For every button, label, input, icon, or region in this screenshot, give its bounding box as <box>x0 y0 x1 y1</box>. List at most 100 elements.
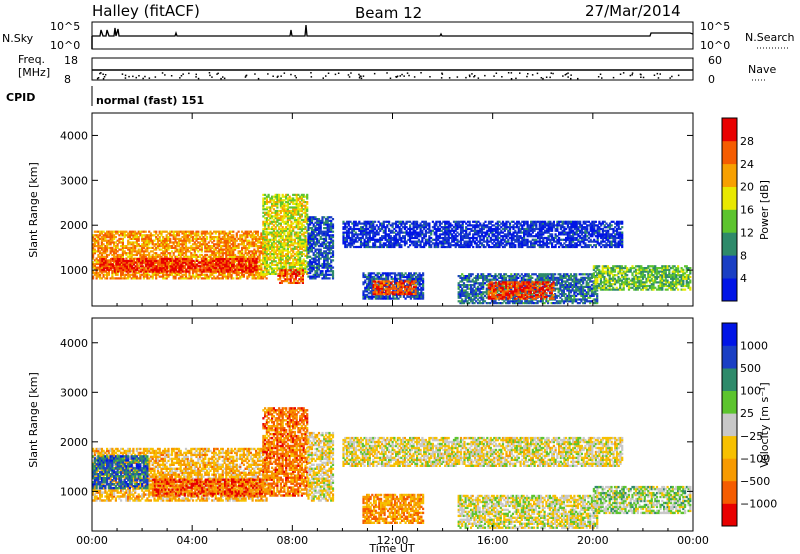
heatmap-cell <box>183 255 186 258</box>
heatmap-cell <box>184 236 188 239</box>
heatmap-cell <box>137 232 140 235</box>
heatmap-cell <box>137 277 140 280</box>
heatmap-cell <box>92 261 95 264</box>
heatmap-cell <box>114 252 117 255</box>
heatmap-cell <box>128 275 131 278</box>
heatmap-cell <box>97 253 100 257</box>
heatmap-cell <box>149 241 152 244</box>
heatmap-cell <box>100 232 103 235</box>
heatmap-cell <box>92 253 95 257</box>
heatmap-cell <box>142 234 145 237</box>
heatmap-cell <box>92 252 95 255</box>
heatmap-cell <box>184 241 188 244</box>
heatmap-cell <box>172 230 175 233</box>
heatmap-cell <box>181 241 184 244</box>
heatmap-cell <box>100 245 103 248</box>
heatmap-cell <box>167 239 170 242</box>
heatmap-cell <box>149 239 152 242</box>
heatmap-cell <box>99 255 102 258</box>
heatmap-cell <box>121 273 124 276</box>
heatmap-cell <box>184 243 188 246</box>
heatmap-cell <box>331 266 335 269</box>
heatmap-cell <box>127 275 130 278</box>
heatmap-cell <box>95 239 98 242</box>
heatmap-cell <box>181 236 184 239</box>
heatmap-cell <box>95 271 98 275</box>
heatmap-cell <box>137 239 140 242</box>
heatmap-cell <box>170 245 174 248</box>
heatmap-cell <box>114 255 117 258</box>
heatmap-cell <box>256 230 259 233</box>
nsearch-label: N.Search <box>745 31 795 44</box>
heatmap-cell <box>141 253 144 257</box>
heatmap-cell <box>232 277 235 280</box>
heatmap-cell <box>176 237 179 240</box>
heatmap-cell <box>104 277 107 280</box>
heatmap-cell <box>106 271 109 275</box>
heatmap-cell <box>414 284 417 287</box>
heatmap-cell <box>123 230 126 233</box>
heatmap-cell <box>106 277 109 280</box>
heatmap-cell <box>93 245 96 248</box>
heatmap-cell <box>179 261 182 264</box>
heatmap-cell <box>158 248 161 251</box>
heatmap-cell <box>127 273 130 276</box>
heatmap-cell <box>183 241 186 244</box>
heatmap-cell <box>130 262 133 266</box>
heatmap-cell <box>153 270 156 273</box>
heatmap-cell <box>109 236 112 239</box>
nsky-tick-right-bottom: 10^0 <box>700 39 730 52</box>
heatmap-cell <box>102 243 105 246</box>
cpid-text: normal (fast) 151 <box>96 94 204 107</box>
heatmap-cell <box>170 255 174 258</box>
heatmap-cell <box>121 255 124 258</box>
heatmap-cell <box>130 270 133 273</box>
heatmap-cell <box>92 245 95 248</box>
heatmap-cell <box>134 241 137 244</box>
heatmap-cell <box>93 243 96 246</box>
heatmap-cell <box>172 243 175 246</box>
heatmap-cell <box>102 250 105 253</box>
heatmap-cell <box>107 259 110 262</box>
heatmap-cell <box>304 226 307 229</box>
heatmap-cell <box>109 277 112 280</box>
heatmap-cell <box>120 273 123 276</box>
heatmap-cell <box>118 234 121 237</box>
heatmap-cell <box>123 234 126 237</box>
heatmap-cell <box>306 193 309 196</box>
heatmap-cell <box>169 252 172 255</box>
heatmap-cell <box>130 268 133 271</box>
heatmap-cell <box>165 273 168 276</box>
heatmap-cell <box>162 271 165 275</box>
heatmap-cell <box>100 239 103 242</box>
heatmap-cell <box>125 253 128 257</box>
nave-label: Nave <box>748 63 776 76</box>
heatmap-cell <box>128 248 131 251</box>
heatmap-cell <box>144 234 147 237</box>
heatmap-cell <box>111 263 114 266</box>
heatmap-cell <box>146 250 149 253</box>
heatmap-cell <box>165 239 168 242</box>
heatmap-cell <box>160 230 163 233</box>
heatmap-cell <box>141 255 144 258</box>
heatmap-cell <box>139 259 142 262</box>
heatmap-cell <box>97 234 100 237</box>
heatmap-cell <box>123 250 126 253</box>
heatmap-cell <box>135 237 138 240</box>
heatmap-cell <box>176 230 179 233</box>
heatmap-cell <box>132 253 135 257</box>
heatmap-cell <box>127 239 130 242</box>
heatmap-cell <box>130 277 133 280</box>
heatmap-cell <box>95 230 98 233</box>
heatmap-cell <box>102 255 105 258</box>
heatmap-cell <box>144 245 147 248</box>
heatmap-cell <box>97 237 100 240</box>
heatmap-cell <box>137 271 140 275</box>
heatmap-cell <box>95 234 98 237</box>
heatmap-cell <box>156 241 160 244</box>
heatmap-cell <box>139 230 142 233</box>
heatmap-cell <box>162 241 165 244</box>
heatmap-cell <box>146 248 149 251</box>
heatmap-cell <box>109 248 112 251</box>
heatmap-cell <box>146 236 149 239</box>
